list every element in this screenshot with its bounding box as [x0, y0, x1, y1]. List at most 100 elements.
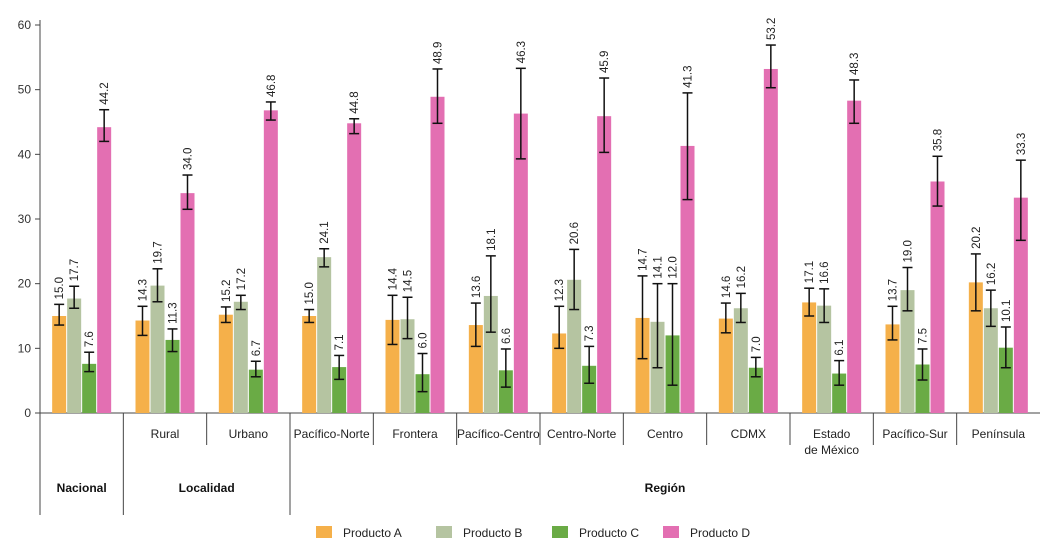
bar — [748, 367, 763, 413]
bar — [165, 339, 180, 413]
data-label: 16.2 — [986, 263, 998, 285]
bar — [718, 318, 733, 413]
data-label: 34.0 — [183, 148, 195, 170]
category-label: Pacífico-Norte — [294, 427, 370, 441]
bar — [233, 301, 248, 413]
data-label: 46.3 — [516, 41, 528, 63]
y-tick-label: 0 — [24, 406, 31, 420]
data-label: 7.5 — [918, 328, 930, 344]
legend-label: Producto B — [463, 526, 522, 540]
data-label: 7.0 — [751, 336, 763, 352]
bar — [400, 319, 415, 413]
bar — [832, 373, 847, 413]
bar — [983, 308, 998, 413]
legend-label: Producto C — [579, 526, 639, 540]
category-label: Pacífico-Sur — [882, 427, 947, 441]
y-tick-label: 20 — [18, 277, 32, 291]
y-tick-label: 50 — [18, 83, 32, 97]
data-label: 10.1 — [1001, 300, 1013, 322]
bar — [582, 365, 597, 413]
bar — [513, 113, 528, 414]
bar — [802, 302, 817, 413]
data-label: 48.9 — [433, 42, 445, 64]
legend-label: Producto A — [343, 526, 402, 540]
data-label: 7.6 — [84, 331, 96, 347]
bar — [498, 370, 513, 413]
legend-label: Producto D — [690, 526, 750, 540]
legend-swatch — [436, 526, 452, 538]
data-label: 7.3 — [584, 325, 596, 341]
data-label: 35.8 — [933, 129, 945, 151]
bar — [347, 123, 362, 413]
data-label: 16.6 — [819, 261, 831, 283]
bar — [415, 374, 430, 413]
data-label: 6.7 — [251, 340, 263, 356]
legend-swatch — [663, 526, 679, 538]
bar — [680, 145, 695, 413]
category-label: Rural — [151, 427, 180, 441]
category-label: CDMX — [731, 427, 766, 441]
data-label: 17.7 — [69, 259, 81, 281]
data-label: 17.1 — [804, 261, 816, 283]
data-label: 6.0 — [418, 333, 430, 349]
data-label: 18.1 — [486, 228, 498, 250]
bar — [135, 320, 150, 413]
data-label: 14.3 — [138, 279, 150, 301]
data-label: 13.7 — [888, 279, 900, 301]
bar — [567, 279, 582, 413]
data-label: 48.3 — [849, 53, 861, 75]
data-label: 14.1 — [653, 256, 665, 278]
data-label: 24.1 — [319, 221, 331, 243]
bar — [67, 298, 82, 413]
bar — [930, 181, 945, 413]
data-label: 15.0 — [304, 282, 316, 304]
category-label: Frontera — [392, 427, 438, 441]
bar — [998, 347, 1013, 413]
bar — [52, 316, 67, 413]
data-label: 14.7 — [638, 249, 650, 271]
data-label: 44.8 — [349, 91, 361, 113]
category-label: Centro-Norte — [547, 427, 617, 441]
group-label: Región — [645, 481, 686, 495]
data-label: 53.2 — [766, 18, 778, 40]
bar — [597, 116, 612, 414]
data-label: 6.1 — [834, 340, 846, 356]
category-label: Península — [972, 427, 1026, 441]
data-label: 14.6 — [721, 276, 733, 298]
data-label: 7.1 — [334, 334, 346, 350]
data-label: 12.3 — [554, 279, 566, 301]
group-label: Localidad — [179, 481, 235, 495]
category-label: Estado — [813, 427, 851, 441]
data-label: 20.6 — [569, 222, 581, 244]
bar — [317, 257, 332, 413]
data-label: 20.2 — [971, 227, 983, 249]
y-tick-label: 10 — [18, 341, 32, 355]
bar — [1013, 197, 1028, 413]
bar — [263, 110, 278, 414]
bar — [332, 367, 347, 413]
bar — [552, 333, 567, 413]
bar — [817, 305, 832, 413]
data-label: 19.7 — [153, 241, 165, 263]
data-label: 6.6 — [501, 328, 513, 344]
data-label: 19.0 — [903, 240, 915, 262]
data-label: 14.5 — [403, 270, 415, 292]
legend-swatch — [552, 526, 568, 538]
data-label: 17.2 — [236, 268, 248, 290]
y-tick-label: 30 — [18, 212, 32, 226]
bar — [385, 319, 400, 413]
bar — [180, 193, 195, 413]
data-label: 45.9 — [599, 51, 611, 73]
bar — [97, 127, 112, 413]
bar — [900, 290, 915, 413]
bar — [248, 369, 263, 413]
y-tick-label: 60 — [18, 18, 32, 32]
data-label: 33.3 — [1016, 133, 1028, 155]
bar — [847, 100, 862, 413]
category-label: Centro — [647, 427, 683, 441]
bar — [483, 295, 498, 413]
data-label: 44.2 — [99, 82, 111, 104]
bar — [218, 314, 233, 413]
